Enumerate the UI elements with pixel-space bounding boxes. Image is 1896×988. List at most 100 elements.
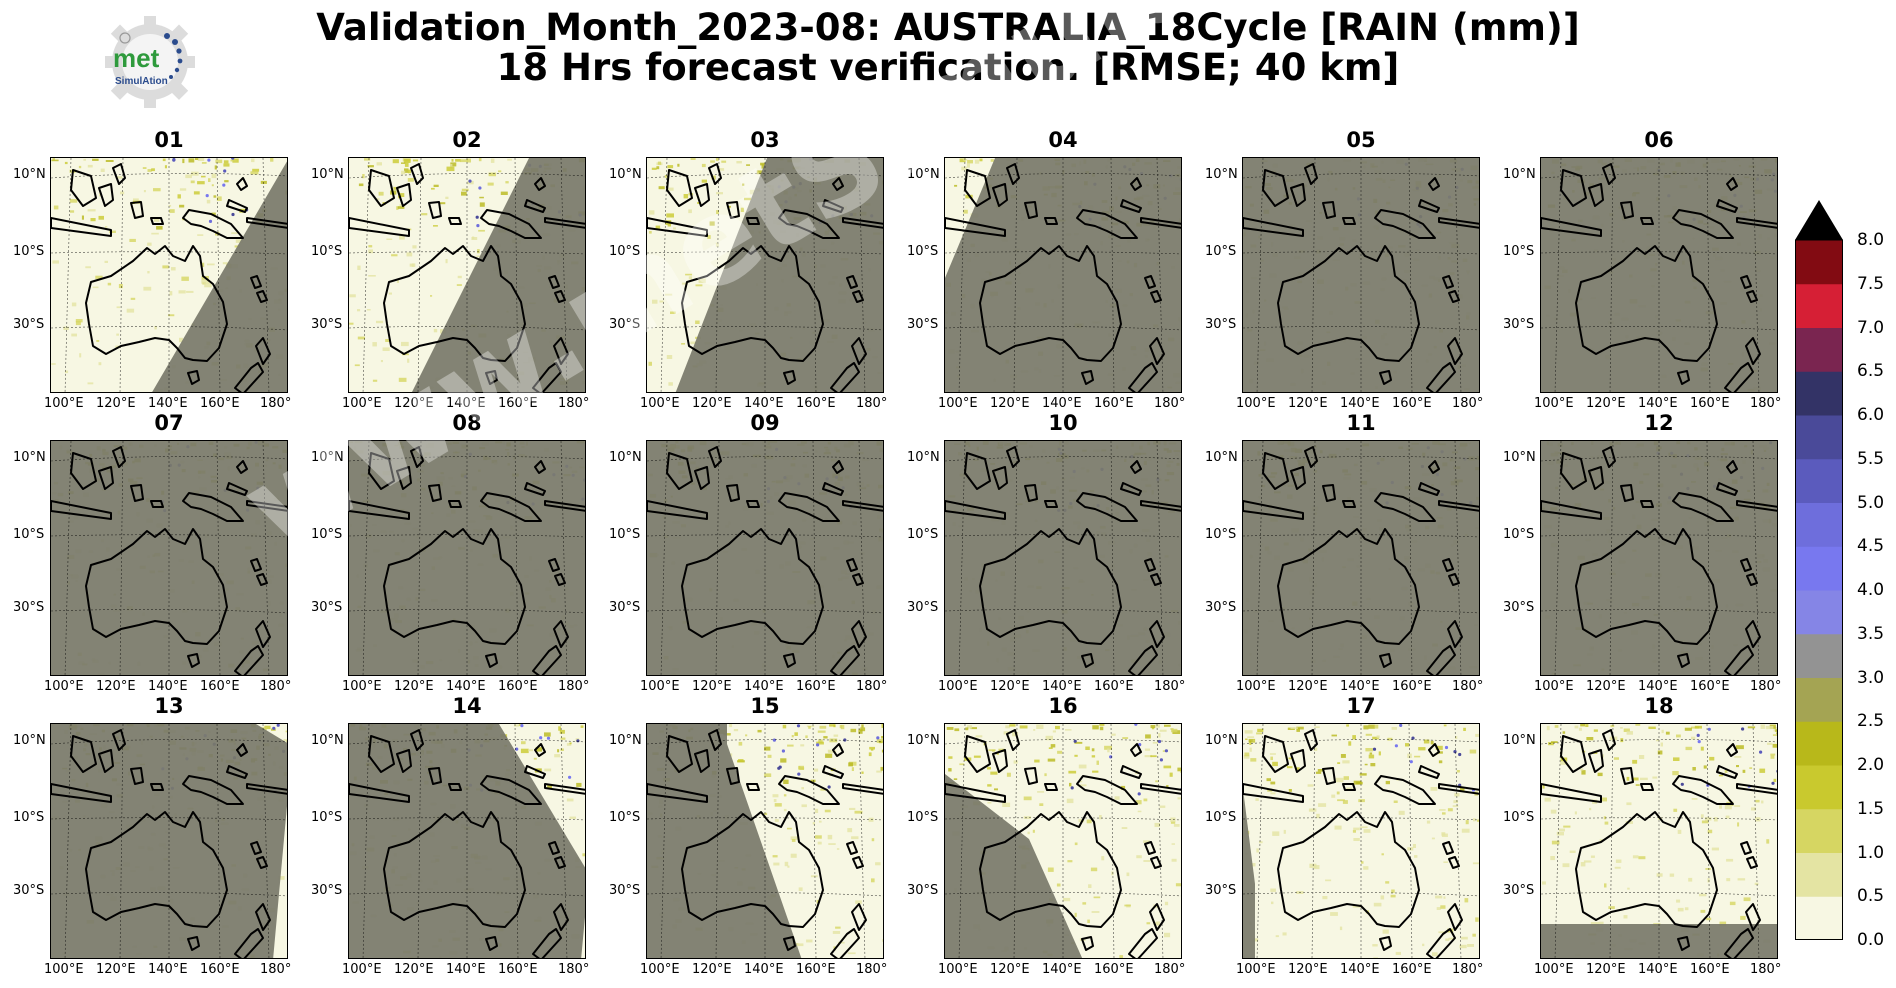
lon-label: 180°: [558, 679, 590, 694]
lat-label: 10°S: [1503, 527, 1535, 542]
lat-label: 10°S: [311, 527, 343, 542]
colorbar-tick-label: 1.5: [1857, 798, 1885, 819]
forecast-panel-09: 09 10°N 10°S 30°S 100°E 120°E 140°E 160°E 180°: [609, 411, 887, 694]
lon-label: 160°E: [1690, 396, 1730, 411]
lon-label: 180°: [260, 962, 292, 977]
lat-label: 10°N: [1503, 733, 1536, 748]
lon-label: 140°E: [1340, 679, 1380, 694]
lat-label: 30°S: [1205, 317, 1237, 332]
lon-label: 100°E: [342, 679, 382, 694]
lat-label: 10°N: [1205, 450, 1238, 465]
rmse-map: [646, 440, 884, 676]
lat-label: 30°S: [907, 317, 939, 332]
panel-title: 02: [452, 128, 482, 152]
lon-label: 180°: [1452, 962, 1484, 977]
rmse-map: [944, 723, 1182, 959]
lon-label: 100°E: [938, 679, 978, 694]
forecast-panel-14: 14 10°N 10°S 30°S 100°E 120°E 140°E 160°E 180°: [311, 694, 589, 977]
lon-label: 180°: [1154, 396, 1186, 411]
lon-label: 140°E: [1042, 679, 1082, 694]
lat-label: 10°S: [1205, 810, 1237, 825]
panel-title: 09: [750, 411, 780, 435]
lon-label: 100°E: [1534, 679, 1574, 694]
lat-label: 30°S: [13, 883, 45, 898]
rmse-map: [1540, 723, 1778, 959]
colorbar-tick-label: 5.5: [1857, 448, 1885, 469]
rmse-map: [944, 157, 1182, 393]
lat-label: 10°N: [1205, 167, 1238, 182]
lat-label: 10°S: [907, 527, 939, 542]
lat-label: 30°S: [1205, 600, 1237, 615]
lon-label: 160°E: [1094, 962, 1134, 977]
rmse-map: [1540, 157, 1778, 393]
colorbar-extend-arrow: [1795, 200, 1843, 240]
rmse-map: [50, 723, 288, 959]
lat-label: 10°S: [907, 244, 939, 259]
panel-title: 10: [1048, 411, 1078, 435]
rmse-map: [646, 723, 884, 959]
lat-label: 30°S: [1503, 600, 1535, 615]
rmse-map: [646, 157, 884, 393]
lat-label: 10°N: [1205, 733, 1238, 748]
figure-title-line2: 18 Hrs forecast verification. [RMSE; 40 …: [496, 46, 1400, 89]
panel-title: 03: [750, 128, 780, 152]
lon-label: 120°E: [394, 396, 434, 411]
lat-label: 10°S: [609, 244, 641, 259]
panel-title: 15: [750, 694, 780, 718]
lon-label: 180°: [1750, 679, 1782, 694]
lat-label: 10°N: [907, 167, 940, 182]
colorbar-segment: [1795, 240, 1843, 285]
forecast-panel-04: 04 10°N 10°S 30°S 100°E 120°E 140°E 160°E 180°: [907, 128, 1185, 411]
lon-label: 140°E: [1638, 962, 1678, 977]
forecast-panel-15: 15 10°N 10°S 30°S 100°E 120°E 140°E 160°E 180°: [609, 694, 887, 977]
lon-label: 140°E: [446, 396, 486, 411]
colorbar-segment: [1795, 546, 1843, 591]
lon-label: 140°E: [1340, 396, 1380, 411]
lat-label: 10°N: [13, 450, 46, 465]
lon-label: 180°: [260, 396, 292, 411]
lon-label: 100°E: [640, 962, 680, 977]
colorbar-tick-label: 3.5: [1857, 623, 1885, 644]
colorbar-tick-label: 6.5: [1857, 361, 1885, 382]
lon-label: 160°E: [1392, 396, 1432, 411]
colorbar-tick-label: 4.0: [1857, 580, 1885, 600]
lon-label: 180°: [1452, 396, 1484, 411]
lon-label: 140°E: [1638, 396, 1678, 411]
rmse-map: [50, 157, 288, 393]
lon-label: 140°E: [1340, 962, 1380, 977]
lon-label: 160°E: [1690, 962, 1730, 977]
lat-label: 10°S: [907, 810, 939, 825]
lat-label: 10°N: [311, 733, 344, 748]
lat-label: 30°S: [311, 600, 343, 615]
lat-label: 10°N: [609, 733, 642, 748]
colorbar-tick-label: 6.0: [1857, 405, 1885, 425]
lat-label: 10°S: [311, 244, 343, 259]
lon-label: 160°E: [1392, 679, 1432, 694]
lat-label: 10°N: [907, 733, 940, 748]
rmse-map: [348, 723, 586, 959]
lon-label: 140°E: [148, 962, 188, 977]
colorbar-tick-label: 2.0: [1857, 755, 1885, 775]
forecast-panel-16: 16 10°N 10°S 30°S 100°E 120°E 140°E 160°E 180°: [907, 694, 1185, 977]
lon-label: 180°: [558, 396, 590, 411]
lon-label: 180°: [260, 679, 292, 694]
colorbar-tick-label: 3.0: [1857, 667, 1885, 688]
lon-label: 160°E: [796, 679, 836, 694]
colorbar-segment: [1795, 371, 1843, 416]
lon-label: 100°E: [1236, 679, 1276, 694]
lon-label: 160°E: [796, 962, 836, 977]
panel-title: 05: [1346, 128, 1376, 152]
lat-label: 30°S: [13, 600, 45, 615]
lon-label: 180°: [856, 396, 888, 411]
lon-label: 140°E: [148, 396, 188, 411]
lat-label: 10°N: [311, 450, 344, 465]
lon-label: 120°E: [1586, 679, 1626, 694]
lon-label: 120°E: [990, 396, 1030, 411]
lon-label: 140°E: [446, 679, 486, 694]
panel-title: 13: [154, 694, 184, 718]
panel-title: 04: [1048, 128, 1078, 152]
lat-label: 30°S: [1503, 317, 1535, 332]
lat-label: 10°N: [311, 167, 344, 182]
lon-label: 160°E: [200, 679, 240, 694]
